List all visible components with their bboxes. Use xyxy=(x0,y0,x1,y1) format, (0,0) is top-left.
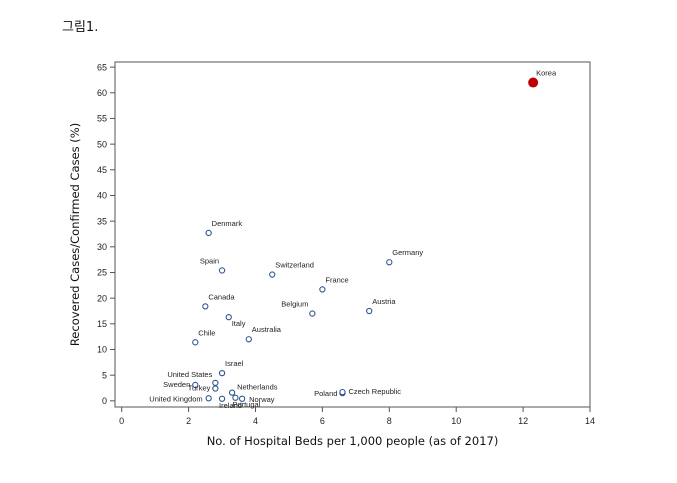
point-chile xyxy=(192,339,199,346)
y-tick-label: 45 xyxy=(97,165,107,175)
point-labels: Korea Denmark Spain Switzerland Germany Franc… xyxy=(149,69,557,410)
label-netherlands: Netherlands xyxy=(237,383,278,392)
point-turkey xyxy=(212,385,219,392)
x-tick-label: 10 xyxy=(451,416,461,426)
label-france: France xyxy=(325,275,348,284)
label-israel: Israel xyxy=(225,359,244,368)
x-tick-label: 2 xyxy=(186,416,191,426)
label-australia: Australia xyxy=(252,325,282,334)
y-tick-label: 0 xyxy=(102,396,107,406)
x-tick-label: 14 xyxy=(585,416,595,426)
point-canada xyxy=(202,303,209,310)
point-united-kingdom xyxy=(205,395,212,402)
label-czech-republic: Czech Republic xyxy=(348,387,401,396)
y-tick-label: 60 xyxy=(97,88,107,98)
point-united-states xyxy=(212,379,219,387)
label-portugal: Portugal xyxy=(232,400,260,409)
point-norway xyxy=(238,395,246,402)
point-korea xyxy=(528,77,539,88)
x-tick-label: 6 xyxy=(320,416,325,426)
point-italy xyxy=(225,314,232,321)
point-spain xyxy=(218,267,226,274)
y-tick-label: 65 xyxy=(97,62,107,72)
point-australia xyxy=(245,336,252,343)
point-denmark xyxy=(205,229,212,237)
label-turkey: Turkey xyxy=(188,384,211,393)
point-france xyxy=(319,286,326,293)
label-spain: Spain xyxy=(200,256,219,265)
y-tick-label: 20 xyxy=(97,293,107,303)
label-united-states: United States xyxy=(167,370,212,379)
y-tick-label: 15 xyxy=(97,319,107,329)
label-norway: Norway xyxy=(249,395,275,404)
plot-frame xyxy=(114,61,591,408)
x-tick-label: 8 xyxy=(387,416,392,426)
label-korea: Korea xyxy=(536,69,557,78)
label-poland: Poland xyxy=(314,389,337,398)
y-tick-label: 55 xyxy=(97,114,107,124)
x-axis-title: No. of Hospital Beds per 1,000 people (a… xyxy=(207,434,499,448)
x-tick-label: 0 xyxy=(119,416,124,426)
label-switzerland: Switzerland xyxy=(275,261,314,270)
label-germany: Germany xyxy=(392,248,423,257)
x-tick-label: 12 xyxy=(518,416,528,426)
point-austria xyxy=(366,307,373,315)
label-united-kingdom: United Kingdom xyxy=(149,394,202,403)
y-tick-label: 10 xyxy=(97,345,107,355)
y-tick-label: 50 xyxy=(97,139,107,149)
point-germany xyxy=(386,259,393,266)
y-axis-title: Recovered Cases/Confirmed Cases (%) xyxy=(68,123,82,346)
y-axis: 0 5 10 15 20 25 30 35 40 45 50 55 60 65 xyxy=(97,62,115,406)
label-sweden: Sweden xyxy=(163,380,190,389)
point-belgium xyxy=(309,310,316,317)
figure-label: 그림1. xyxy=(62,20,99,35)
point-sweden xyxy=(192,381,199,389)
point-netherlands xyxy=(228,389,236,396)
point-israel xyxy=(218,369,226,377)
y-tick-label: 35 xyxy=(97,216,107,226)
label-canada: Canada xyxy=(208,292,235,301)
point-czech-republic xyxy=(339,388,346,396)
y-tick-label: 25 xyxy=(97,268,107,278)
y-tick-label: 40 xyxy=(97,191,107,201)
label-ireland: Ireland xyxy=(219,401,242,410)
point-portugal xyxy=(232,394,239,401)
label-italy: Italy xyxy=(232,319,246,328)
label-austria: Austria xyxy=(372,297,396,306)
point-switzerland xyxy=(269,271,276,278)
y-tick-label: 5 xyxy=(102,370,107,380)
data-points xyxy=(192,77,539,402)
x-tick-label: 4 xyxy=(253,416,258,426)
label-chile: Chile xyxy=(198,328,215,337)
point-ireland xyxy=(218,395,226,402)
label-denmark: Denmark xyxy=(212,219,243,228)
y-tick-label: 30 xyxy=(97,242,107,252)
label-belgium: Belgium xyxy=(281,300,308,309)
x-axis: 0 2 4 6 8 10 12 14 xyxy=(119,407,595,426)
